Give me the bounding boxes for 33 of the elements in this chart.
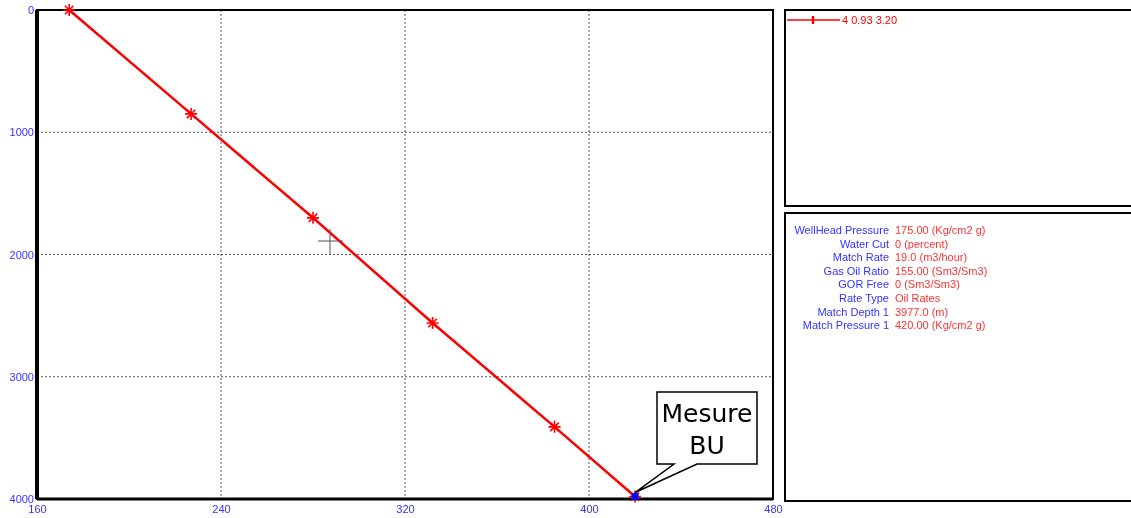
- text: Rate Type: [839, 292, 889, 304]
- legend-label: 4 0.93 3.20: [842, 14, 898, 26]
- x-tick-label: 240: [212, 502, 231, 515]
- text: 420.00 (Kg/cm2 g): [895, 319, 986, 332]
- x-tick-label: 400: [580, 502, 599, 515]
- point: [631, 493, 639, 501]
- text: Match Rate: [832, 251, 889, 264]
- text: Gas Oil Ratio: [823, 264, 889, 277]
- text: 0 (percent): [895, 237, 949, 250]
- text: 19.0 (m3/hour): [895, 251, 968, 264]
- point: [62, 3, 76, 17]
- text: GOR Free: [838, 278, 889, 291]
- point: [628, 489, 642, 504]
- text: Match Depth 1: [817, 305, 889, 318]
- x-tick-label: 320: [396, 502, 415, 515]
- text: 0 (Sm3/Sm3): [895, 278, 960, 291]
- annotation: Mesure BU: [661, 399, 753, 460]
- y-tick-label: 0: [27, 4, 34, 17]
- text: Water Cut: [839, 237, 889, 250]
- point: [184, 107, 198, 121]
- text: 155.00 (Sm3/Sm3): [895, 264, 988, 277]
- y-tick-label: 2000: [9, 248, 34, 261]
- x-tick-label: 480: [764, 502, 783, 515]
- text: 175.00 (Kg/cm2 g): [895, 224, 986, 236]
- text: Oil Rates: [895, 292, 941, 304]
- y-tick-label: 3000: [9, 370, 34, 383]
- point: [425, 316, 440, 330]
- point: [306, 211, 320, 225]
- text: 3977.0 (m): [895, 305, 949, 318]
- y-tick-label: 1000: [9, 126, 34, 139]
- text: WellHead Pressure: [794, 224, 889, 236]
- text: Match Pressure 1: [802, 319, 889, 332]
- point: [547, 420, 562, 434]
